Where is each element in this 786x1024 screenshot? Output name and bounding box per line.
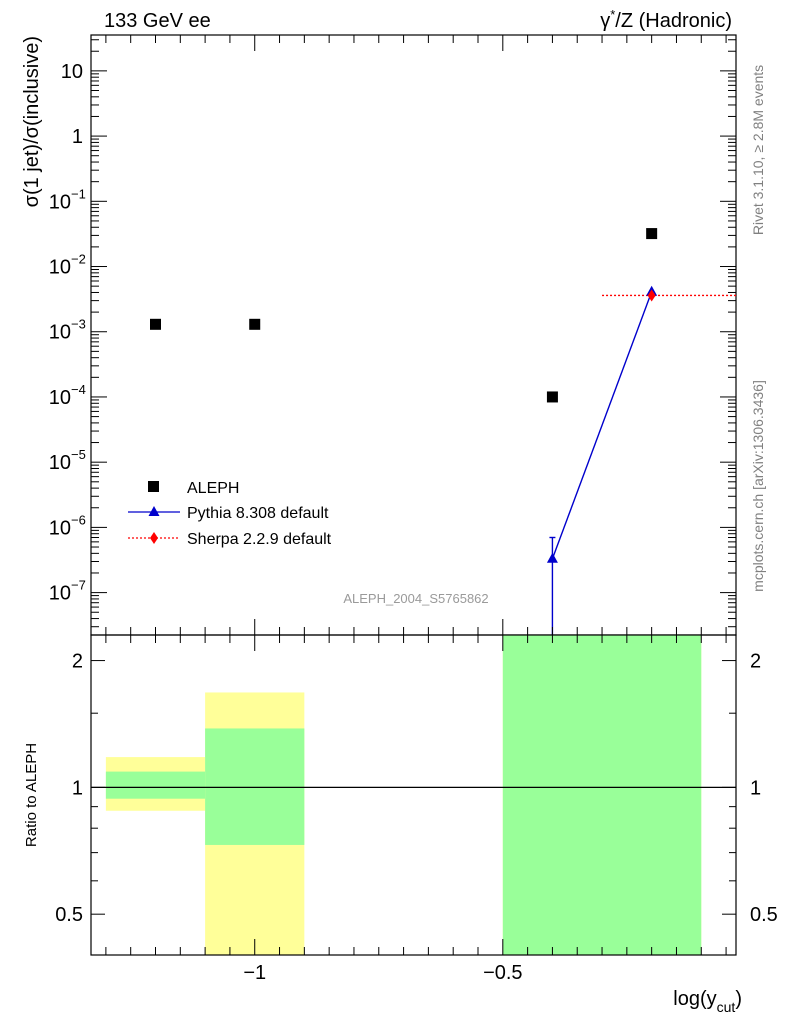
- main-y-tick-label: 10: [49, 191, 71, 213]
- pythia-line: [551, 291, 653, 560]
- legend-sherpa-marker: [150, 532, 158, 544]
- main-y-tick-label: 10: [61, 61, 83, 83]
- header-right: γ*/Z (Hadronic): [600, 7, 732, 32]
- main-y-tick-exponent: −7: [71, 578, 86, 593]
- main-data: [150, 228, 736, 635]
- header-star: *: [610, 7, 615, 22]
- x-axis-label: log(ycut): [673, 988, 742, 1015]
- header-gamma: γ: [600, 10, 610, 32]
- aleph-point: [249, 318, 261, 330]
- mcplots-label: mcplots.cern.ch [arXiv:1306.3436]: [750, 380, 766, 592]
- rivet-label: Rivet 3.1.10, ≥ 2.8M events: [750, 65, 766, 235]
- legend-sherpa-label: Sherpa 2.2.9 default: [187, 531, 332, 548]
- uncertainty-band-inner: [502, 635, 702, 955]
- main-y-tick-exponent: −3: [71, 317, 86, 332]
- x-tick-label: −0.5: [483, 962, 522, 984]
- legend-aleph-label: ALEPH: [187, 480, 239, 497]
- aleph-point: [546, 391, 558, 403]
- x-tick-label: −1: [243, 962, 266, 984]
- ratio-y-tick-label: 2: [72, 651, 83, 673]
- sherpa-point: [647, 289, 656, 302]
- main-y-tick-exponent: −4: [71, 382, 86, 397]
- legend-pythia-marker: [148, 506, 160, 516]
- pythia-point: [546, 552, 558, 563]
- x-axis-label-main: log(y: [673, 988, 716, 1010]
- ratio-y-tick-label-right: 0.5: [750, 904, 778, 926]
- main-y-tick-label: 1: [72, 126, 83, 148]
- legend: ALEPH Pythia 8.308 default Sherpa 2.2.9 …: [128, 480, 332, 548]
- ratio-y-tick-label: 0.5: [55, 904, 83, 926]
- ratio-y-tick-label-right: 2: [750, 651, 761, 673]
- main-y-tick-exponent: −6: [71, 512, 86, 527]
- header-suffix: /Z (Hadronic): [615, 10, 732, 32]
- main-y-tick-exponent: −2: [71, 252, 86, 267]
- main-y-tick-label: 10: [49, 583, 71, 605]
- uncertainty-band-inner: [105, 771, 206, 799]
- ratio-frame: [90, 634, 737, 956]
- main-y-tick-label: 10: [49, 387, 71, 409]
- main-y-tick-exponent: −1: [71, 186, 86, 201]
- legend-pythia-label: Pythia 8.308 default: [187, 505, 329, 522]
- ratio-bands: [105, 635, 702, 955]
- x-axis-label-close: ): [735, 988, 742, 1010]
- uncertainty-band-inner: [205, 728, 305, 845]
- legend-aleph-marker: [148, 481, 159, 492]
- main-y-tick-label: 10: [49, 322, 71, 344]
- x-axis-label-sub: cut: [717, 999, 736, 1015]
- main-y-tick-exponent: −5: [71, 447, 86, 462]
- ratio-panel: 0.5 0.5 1 1 2 2 −1 −0.5: [55, 35, 778, 984]
- main-y-tick-label: 10: [49, 517, 71, 539]
- main-ylabel: σ(1 jet)/σ(inclusive): [21, 36, 43, 207]
- watermark: ALEPH_2004_S5765862: [343, 591, 488, 606]
- header-left: 133 GeV ee: [104, 10, 211, 32]
- main-y-tick-label: 10: [49, 452, 71, 474]
- ratio-y-tick-label: 1: [72, 777, 83, 799]
- ratio-y-tick-label-right: 1: [750, 777, 761, 799]
- aleph-point: [150, 318, 161, 330]
- aleph-point: [646, 228, 658, 240]
- ratio-ylabel: Ratio to ALEPH: [23, 743, 40, 847]
- main-y-tick-label: 10: [49, 257, 71, 279]
